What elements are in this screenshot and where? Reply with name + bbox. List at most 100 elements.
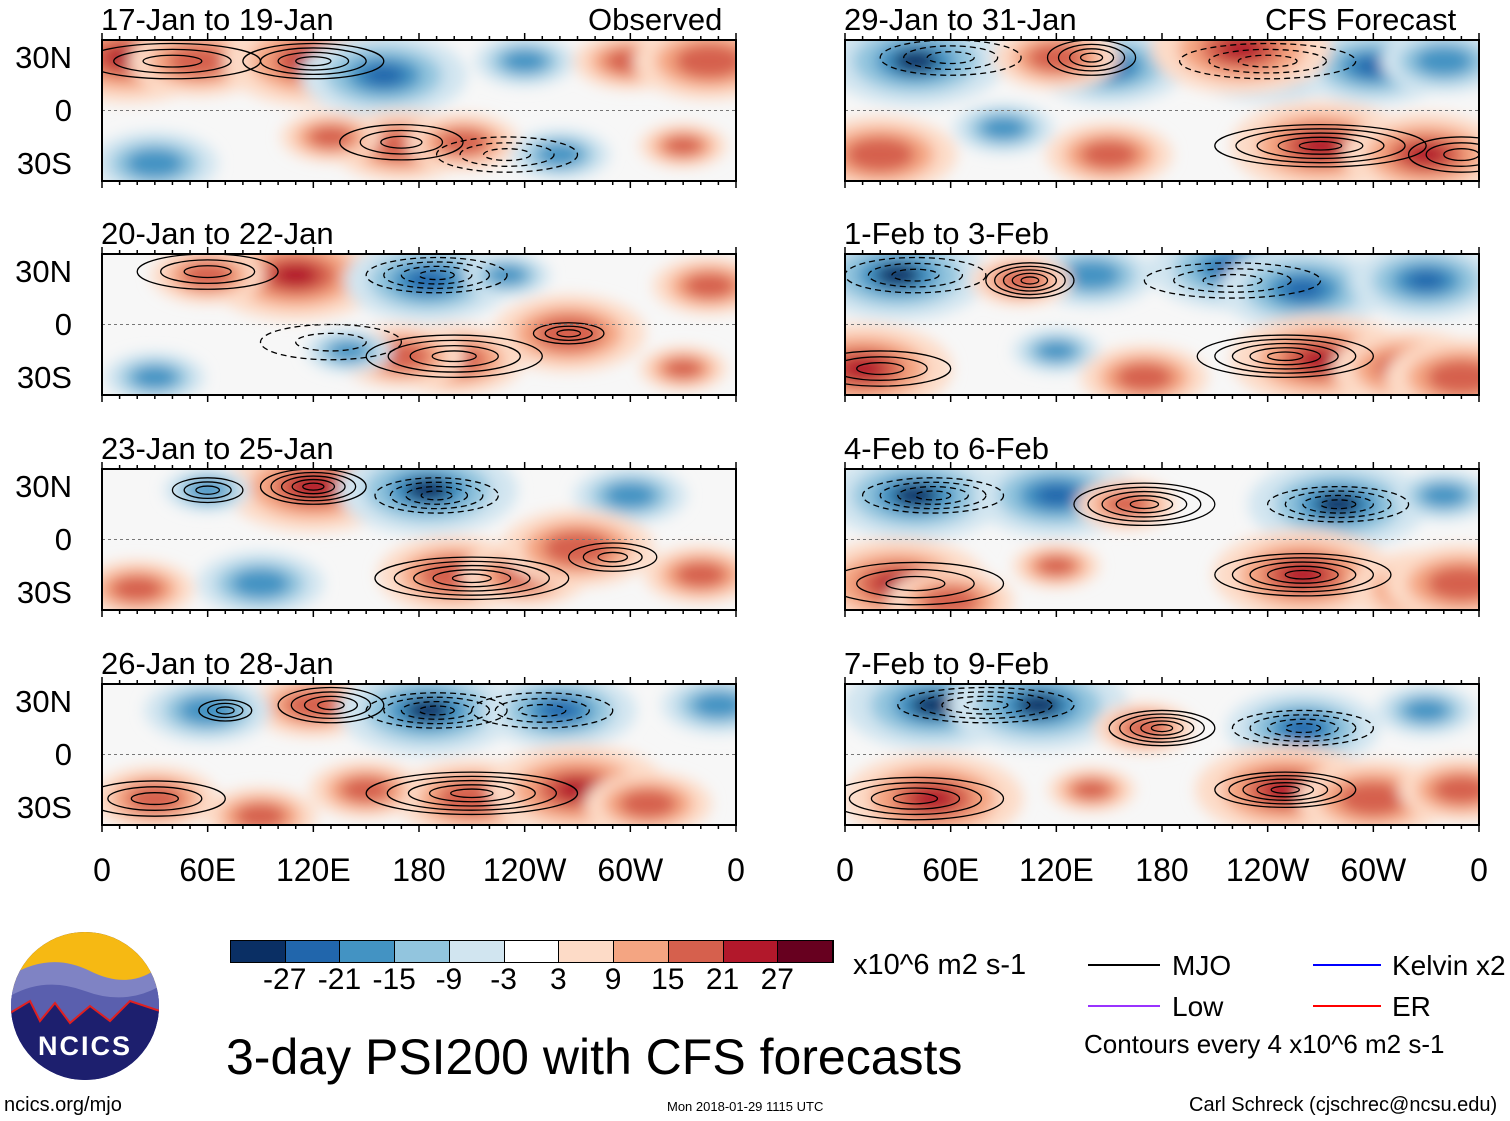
map-panel [101, 677, 737, 832]
colorbar-units: x10^6 m2 s-1 [853, 949, 1027, 981]
mjo-contour [845, 356, 928, 381]
mjo-contour [198, 699, 253, 722]
mjo-contour [1108, 709, 1216, 747]
lat-label: 0 [54, 307, 72, 342]
mjo-contour [418, 270, 455, 281]
mjo-contour [450, 788, 494, 799]
anomaly-blob [1282, 278, 1324, 300]
legend-kelvin: Kelvin x2 [1392, 950, 1506, 981]
mjo-contour [242, 42, 385, 80]
mjo-contour [1302, 494, 1374, 514]
mjo-contour [885, 575, 946, 592]
mjo-contour [136, 254, 279, 290]
mjo-contour [1002, 269, 1057, 292]
mjo-contour [1267, 565, 1339, 584]
mjo-contour [1214, 771, 1357, 809]
mjo-contour [1425, 142, 1479, 167]
mjo-contour [518, 703, 567, 717]
anomaly-blob [1403, 699, 1449, 722]
mjo-contour [365, 771, 579, 816]
anomaly-blob [1442, 367, 1479, 387]
mjo-contour [845, 561, 1005, 606]
anomaly-blob [1080, 140, 1138, 169]
mjo-contour [1208, 48, 1328, 74]
mjo-contour [1119, 713, 1205, 743]
mjo-contour [1231, 342, 1339, 370]
mjo-contour [1443, 148, 1479, 162]
mjo-contour [183, 265, 232, 279]
mjo-contour [317, 700, 345, 711]
mjo-contour [339, 123, 464, 161]
mjo-contour [365, 334, 543, 379]
lat-label: 0 [54, 737, 72, 772]
anomaly-blob [284, 690, 342, 720]
mjo-contour [359, 129, 444, 155]
anomaly-blob [132, 366, 178, 389]
lat-label: 30S [16, 790, 72, 825]
panel-title: 23-Jan to 25-Jan [101, 431, 334, 466]
mjo-contour [1284, 569, 1322, 580]
anomaly-blob [1315, 493, 1361, 516]
colorbar-swatch [723, 941, 779, 962]
colorbar [230, 940, 834, 963]
anomaly-blob [1063, 260, 1121, 290]
mjo-contour [405, 485, 469, 505]
mjo-contour [413, 564, 531, 592]
colorbar-tick-label: 9 [604, 963, 622, 996]
lat-label: 30N [15, 40, 72, 75]
anomaly-blob [232, 569, 289, 598]
colorbar-swatch [778, 941, 834, 962]
lon-label: 0 [727, 852, 745, 888]
mjo-contour [295, 56, 332, 67]
colorbar-swatch [340, 941, 396, 962]
map-panel [844, 247, 1480, 402]
mjo-contour [102, 780, 226, 817]
site-link[interactable]: ncics.org/mjo [4, 1094, 122, 1116]
mjo-contour [1173, 268, 1292, 293]
mjo-contour [861, 477, 1005, 514]
mjo-contour [1020, 276, 1040, 285]
mjo-contour [1046, 40, 1137, 76]
panel-title: 29-Jan to 31-Jan [844, 2, 1077, 37]
map-panel [844, 462, 1480, 617]
mjo-contour [1101, 490, 1188, 518]
mjo-contour [1214, 552, 1392, 597]
mjo-contour [926, 51, 975, 65]
anomaly-blob [1442, 573, 1479, 594]
anomaly-blob [1036, 341, 1076, 361]
mjo-contour [459, 142, 555, 167]
mjo-contour [1267, 351, 1304, 362]
mjo-contour [432, 569, 512, 588]
lon-label: 180 [392, 852, 446, 888]
mjo-contour [183, 481, 232, 500]
mjo-contour [259, 469, 367, 505]
anomaly-blob [1115, 363, 1173, 392]
mjo-contour [1256, 782, 1315, 798]
mjo-contour [130, 792, 179, 806]
mjo-contour [160, 259, 256, 285]
author: Carl Schreck (cjschrec@ncsu.edu) [1189, 1094, 1498, 1116]
anomaly-blob [1027, 43, 1085, 72]
mjo-contour [113, 48, 232, 74]
lon-label: 60E [179, 852, 237, 888]
mjo-contour [897, 485, 969, 505]
mjo-contour [102, 42, 262, 80]
anomaly-blob [663, 136, 703, 156]
mjo-contour [303, 695, 359, 715]
mjo-contour [1214, 338, 1357, 374]
mjo-contour [845, 776, 1005, 821]
mjo-contour [383, 261, 491, 290]
mjo-contour [994, 265, 1066, 296]
mjo-contour [1284, 723, 1322, 734]
mjo-contour [365, 256, 508, 294]
anomaly-blob [981, 116, 1026, 140]
colorbar-swatch [504, 941, 560, 962]
mjo-contour [1057, 43, 1126, 72]
colorbar-swatch [668, 941, 724, 962]
mjo-contour [420, 490, 453, 501]
mjo-contour [845, 350, 952, 387]
mjo-contour [892, 792, 939, 805]
lon-label: 120W [482, 852, 567, 888]
mjo-contour [1214, 123, 1427, 168]
mjo-contour [941, 695, 1031, 715]
